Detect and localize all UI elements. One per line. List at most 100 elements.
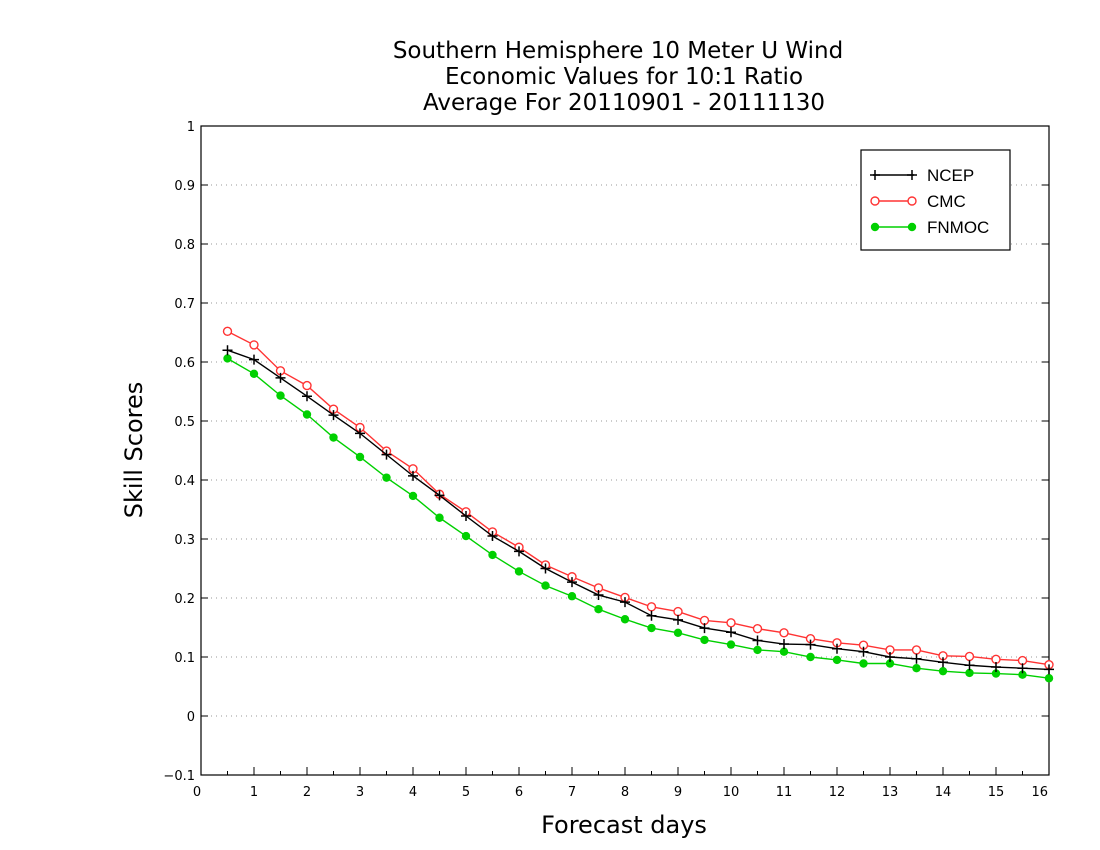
data-point-cmc (646, 602, 657, 612)
legend-item-cmc: CMC (870, 192, 966, 211)
data-point-ncep (461, 510, 471, 521)
legend-label-fnmoc: FNMOC (927, 218, 989, 237)
x-axis-label: Forecast days (541, 811, 707, 839)
x-tick-label: 3 (356, 785, 364, 800)
x-tick-label: 9 (674, 785, 682, 800)
data-point-ncep (355, 428, 365, 439)
y-tick-label: 0.1 (174, 651, 195, 666)
x-tick-label: 0 (193, 785, 201, 800)
y-tick-label: 0.5 (174, 415, 195, 430)
y-tick-label: 0.9 (174, 179, 195, 194)
data-point-fnmoc (832, 655, 842, 665)
x-tick-label: 4 (409, 785, 417, 800)
x-tick-label: 11 (776, 785, 793, 800)
data-point-fnmoc (885, 659, 895, 668)
x-tick-label: 15 (988, 785, 1005, 800)
legend: NCEP CMC FNMOC (860, 149, 1011, 251)
series-fnmoc (223, 354, 1054, 683)
data-point-fnmoc (726, 640, 736, 649)
data-point-ncep (620, 597, 630, 608)
y-tick-label: 0.6 (174, 356, 195, 371)
x-tick-label: 13 (882, 785, 899, 800)
x-tick-label: 6 (515, 785, 523, 800)
data-point-fnmoc (673, 628, 683, 638)
series-ncep (222, 345, 1054, 675)
data-point-ncep (1044, 664, 1054, 675)
data-point-fnmoc (408, 491, 418, 501)
data-point-fnmoc (488, 550, 497, 560)
data-point-ncep (514, 546, 524, 557)
data-point-fnmoc (753, 645, 762, 655)
series-line-ncep (227, 349, 1050, 671)
data-point-ncep (540, 563, 551, 574)
data-point-cmc (222, 326, 233, 337)
axes: −0.100.10.20.30.40.50.60.70.80.910 1 2 3 4 5 6… (163, 120, 1050, 800)
series-cmc (222, 326, 1054, 670)
data-point-ncep (752, 635, 763, 646)
grid-lines (201, 184, 1049, 717)
data-point-fnmoc (541, 581, 550, 590)
data-point-fnmoc (965, 668, 974, 678)
data-point-fnmoc (382, 473, 391, 482)
data-point-ncep (302, 391, 312, 402)
series-line-fnmoc (227, 357, 1050, 679)
series-line-cmc (227, 330, 1050, 666)
data-point-ncep (487, 531, 498, 542)
data-point-cmc (249, 340, 259, 350)
data-point-fnmoc (912, 664, 921, 673)
y-axis-label: Skill Scores (120, 382, 148, 519)
data-point-ncep (567, 577, 577, 588)
data-point-ncep (646, 610, 657, 621)
y-tick-label: 0 (187, 710, 195, 725)
legend-marker-cmc (907, 196, 917, 206)
legend-marker-fnmoc (870, 222, 880, 232)
data-point-ncep (249, 354, 259, 365)
x-tick-label: 2 (303, 785, 311, 800)
data-point-fnmoc (806, 652, 815, 662)
chart-title: Southern Hemisphere 10 Meter U WindEcono… (393, 38, 843, 116)
legend-marker-ncep (907, 170, 917, 180)
x-tick-label: 10 (723, 785, 740, 800)
data-point-ncep (805, 639, 816, 650)
data-point-cmc (302, 380, 312, 391)
data-point-fnmoc (514, 567, 524, 576)
data-point-fnmoc (461, 531, 471, 541)
legend-marker-cmc (870, 196, 880, 206)
y-tick-label: 0.2 (174, 592, 195, 607)
data-point-ncep (726, 627, 736, 638)
data-point-ncep (275, 372, 286, 383)
data-point-ncep (434, 490, 445, 501)
data-point-ncep (673, 614, 683, 625)
x-tick-label: 14 (935, 785, 952, 800)
data-point-fnmoc (594, 605, 603, 614)
y-tick-label: 0.3 (174, 533, 195, 548)
chart-title-line-1: Southern Hemisphere 10 Meter U Wind (393, 38, 843, 64)
data-point-fnmoc (938, 666, 948, 676)
x-tick-label: 1 (250, 785, 258, 800)
data-point-fnmoc (859, 659, 868, 668)
data-point-fnmoc (249, 369, 259, 378)
legend-label-cmc: CMC (927, 192, 966, 211)
x-tick-label: 16 (1031, 785, 1048, 800)
data-point-fnmoc (355, 452, 365, 462)
data-point-cmc (964, 651, 975, 662)
data-point-fnmoc (276, 391, 285, 400)
data-point-ncep (408, 470, 418, 481)
data-point-fnmoc (435, 513, 444, 522)
data-point-fnmoc (329, 433, 338, 442)
data-point-cmc (673, 606, 683, 617)
chart-title-line-2: Economic Values for 10:1 Ratio (445, 64, 803, 90)
y-tick-label: −0.1 (163, 769, 195, 784)
data-point-cmc (779, 628, 789, 638)
legend-item-ncep: NCEP (870, 166, 974, 185)
x-tick-label: 8 (621, 785, 629, 800)
chart-title-line-3: Average For 20110901 - 20111130 (423, 90, 825, 116)
data-point-ncep (779, 639, 789, 650)
data-point-cmc (752, 623, 763, 634)
legend-label-ncep: NCEP (927, 166, 974, 185)
data-point-cmc (726, 618, 736, 628)
data-point-ncep (593, 590, 604, 601)
x-tick-label: 5 (462, 785, 470, 800)
data-point-ncep (832, 643, 842, 654)
